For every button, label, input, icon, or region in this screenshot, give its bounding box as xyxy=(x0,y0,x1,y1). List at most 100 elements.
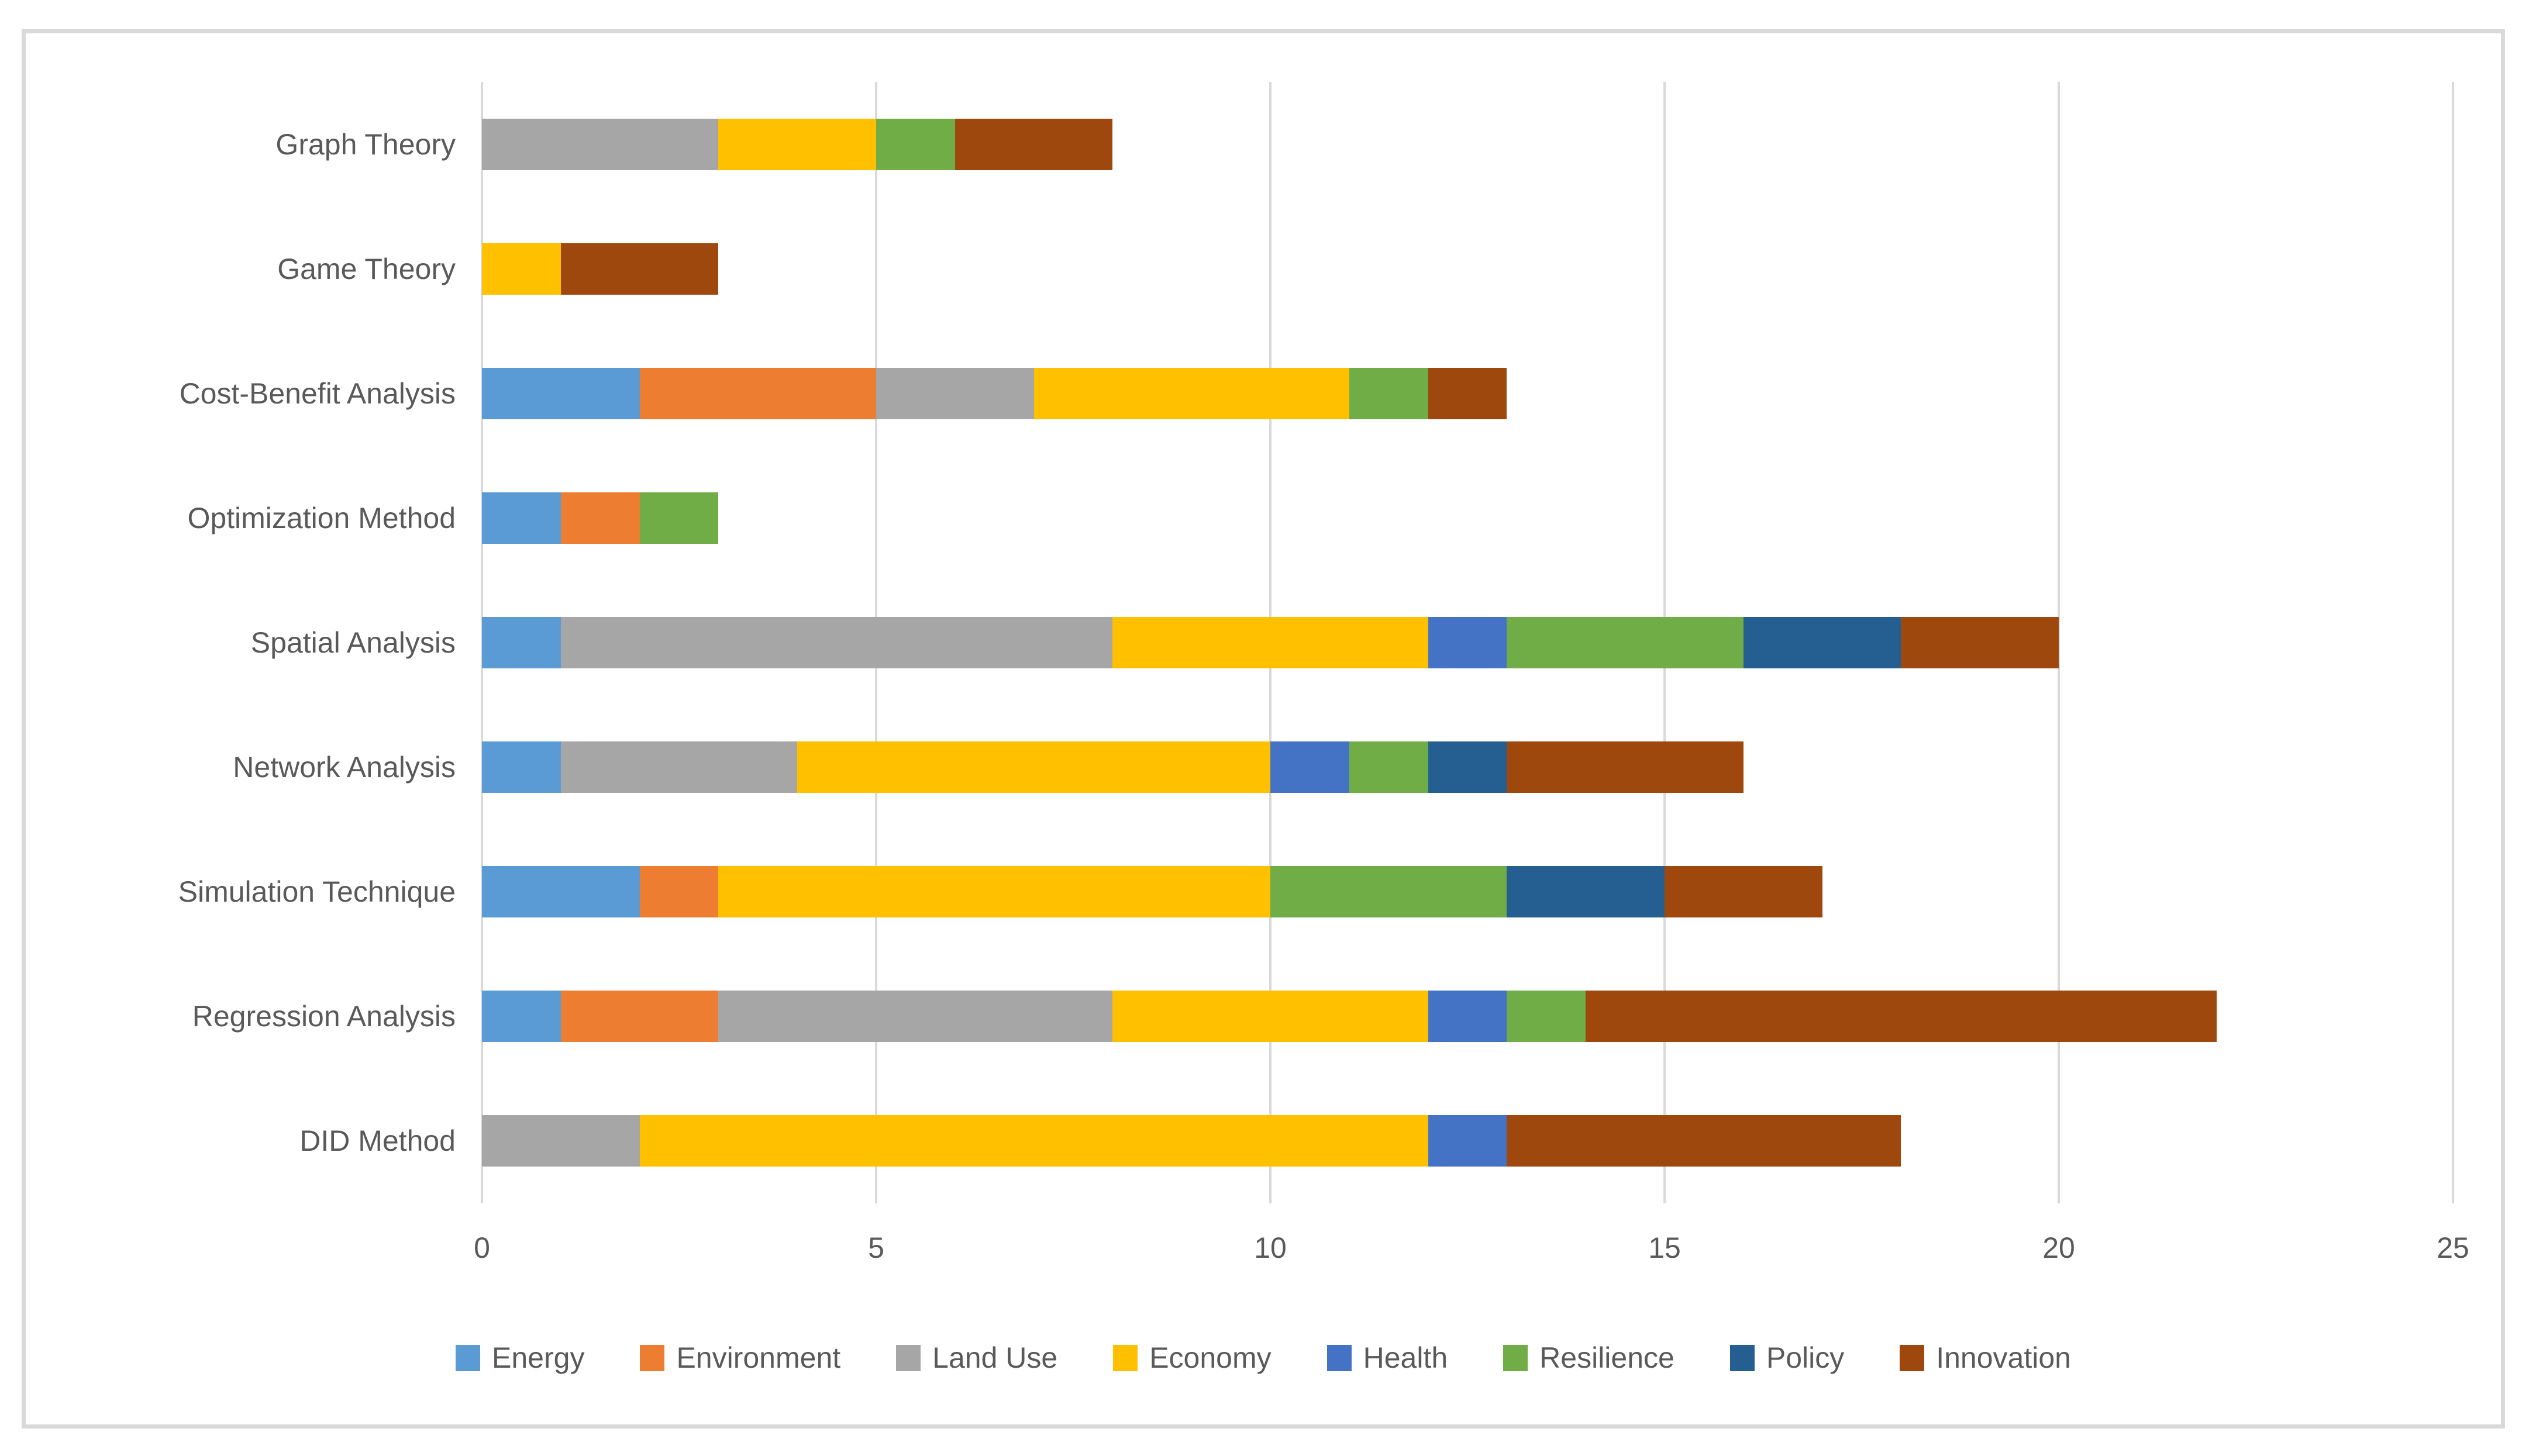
x-tick-label: 0 xyxy=(474,1231,490,1264)
legend-label: Land Use xyxy=(932,1341,1058,1374)
legend-item-environment: Environment xyxy=(640,1341,840,1375)
legend-item-land-use: Land Use xyxy=(896,1341,1057,1375)
bar-row-network-analysis xyxy=(482,741,1743,793)
bar-segment-innovation xyxy=(560,243,719,295)
y-category-label: Graph Theory xyxy=(275,127,456,161)
bar-segment-economy xyxy=(1112,617,1428,668)
bar-segment-health xyxy=(1428,617,1507,668)
bar-segment-land-use xyxy=(482,118,719,170)
bar-segment-economy xyxy=(1112,991,1428,1043)
x-tick-label: 5 xyxy=(868,1231,884,1264)
bar-segment-innovation xyxy=(1664,866,1822,918)
bar-segment-energy xyxy=(482,991,561,1043)
bar-row-simulation-technique xyxy=(482,866,1822,918)
y-category-label: Game Theory xyxy=(277,252,456,285)
legend-label: Health xyxy=(1363,1341,1448,1374)
legend-item-resilience: Resilience xyxy=(1503,1341,1674,1375)
bar-segment-energy xyxy=(482,617,561,668)
legend-swatch-icon xyxy=(1326,1344,1352,1371)
bar-segment-health xyxy=(1270,741,1349,793)
bar-segment-resilience xyxy=(1507,991,1586,1043)
bar-segment-environment xyxy=(560,991,719,1043)
legend-label: Environment xyxy=(676,1341,841,1374)
legend-swatch-icon xyxy=(456,1344,481,1371)
bar-segment-environment xyxy=(560,492,640,544)
bar-segment-innovation xyxy=(955,118,1113,170)
bar-segment-policy xyxy=(1428,741,1507,793)
legend-label: Policy xyxy=(1766,1341,1845,1374)
bar-segment-economy xyxy=(1033,367,1349,419)
bar-segment-resilience xyxy=(1507,617,1743,668)
bar-segment-health xyxy=(1428,991,1507,1043)
bar-row-did-method xyxy=(482,1115,1901,1167)
bar-segment-innovation xyxy=(1507,741,1743,793)
bar-segment-economy xyxy=(797,741,1270,793)
bar-segment-resilience xyxy=(1349,741,1428,793)
y-category-label: Cost-Benefit Analysis xyxy=(179,377,456,410)
y-category-label: Simulation Technique xyxy=(178,875,456,909)
bar-row-regression-analysis xyxy=(482,991,2217,1043)
legend-swatch-icon xyxy=(1113,1344,1138,1371)
bar-segment-energy xyxy=(482,866,640,918)
legend-item-economy: Economy xyxy=(1113,1341,1272,1375)
legend: Energy Environment Land Use Economy Health Re… xyxy=(26,1341,2501,1375)
legend-swatch-icon xyxy=(896,1344,921,1371)
x-tick-label: 25 xyxy=(2437,1231,2469,1264)
legend-item-energy: Energy xyxy=(456,1341,584,1375)
y-category-label: Optimization Method xyxy=(187,501,456,534)
legend-swatch-icon xyxy=(1900,1344,1925,1371)
legend-swatch-icon xyxy=(640,1344,665,1371)
bar-segment-land-use xyxy=(560,617,1113,668)
bar-segment-innovation xyxy=(1901,617,2059,668)
legend-item-health: Health xyxy=(1326,1341,1448,1375)
legend-item-innovation: Innovation xyxy=(1900,1341,2071,1375)
bar-segment-innovation xyxy=(1586,991,2217,1043)
bar-segment-land-use xyxy=(876,367,1034,419)
legend-item-policy: Policy xyxy=(1729,1341,1845,1375)
bar-segment-resilience xyxy=(1349,367,1428,419)
bar-segment-policy xyxy=(1507,866,1665,918)
chart-figure: 0 5 10 15 20 25 Graph Theory Game Theory Cost-Be… xyxy=(22,29,2505,1429)
y-category-label: Network Analysis xyxy=(233,751,456,784)
bar-segment-energy xyxy=(482,367,640,419)
bar-segment-economy xyxy=(718,118,876,170)
bar-segment-environment xyxy=(639,367,876,419)
y-category-label: DID Method xyxy=(299,1124,456,1158)
bar-segment-policy xyxy=(1743,617,1901,668)
bar-segment-economy xyxy=(718,866,1270,918)
bar-segment-resilience xyxy=(1270,866,1507,918)
legend-label: Innovation xyxy=(1936,1341,2071,1374)
legend-label: Resilience xyxy=(1539,1341,1674,1374)
bar-segment-economy xyxy=(482,243,561,295)
bar-segment-environment xyxy=(639,866,719,918)
bar-row-spatial-analysis xyxy=(482,617,2059,668)
x-tick-label: 20 xyxy=(2042,1231,2075,1264)
bar-segment-land-use xyxy=(718,991,1113,1043)
bar-segment-land-use xyxy=(482,1115,640,1167)
y-category-label: Regression Analysis xyxy=(192,1000,456,1033)
legend-label: Energy xyxy=(492,1341,585,1374)
plot-area: 0 5 10 15 20 25 Graph Theory Game Theory Cost-Be… xyxy=(26,33,2501,1424)
x-tick-label: 15 xyxy=(1648,1231,1681,1264)
bar-segment-health xyxy=(1428,1115,1507,1167)
bar-segment-energy xyxy=(482,492,561,544)
legend-label: Economy xyxy=(1149,1341,1272,1374)
bar-segment-energy xyxy=(482,741,561,793)
bar-row-game-theory xyxy=(482,243,719,295)
bar-segment-resilience xyxy=(639,492,719,544)
y-category-label: Spatial Analysis xyxy=(250,626,456,659)
bar-segment-land-use xyxy=(560,741,798,793)
bar-segment-innovation xyxy=(1428,367,1507,419)
bar-segment-innovation xyxy=(1507,1115,1901,1167)
bar-row-graph-theory xyxy=(482,118,1113,170)
x-tick-label: 10 xyxy=(1254,1231,1287,1264)
bar-row-optimization-method xyxy=(482,492,719,544)
legend-swatch-icon xyxy=(1503,1344,1528,1371)
bar-segment-economy xyxy=(639,1115,1428,1167)
legend-swatch-icon xyxy=(1729,1344,1755,1371)
gridline-x-25 xyxy=(2452,82,2454,1203)
bar-segment-resilience xyxy=(876,118,955,170)
gridline-x-20 xyxy=(2058,82,2060,1203)
bar-row-cost-benefit-analysis xyxy=(482,367,1507,419)
